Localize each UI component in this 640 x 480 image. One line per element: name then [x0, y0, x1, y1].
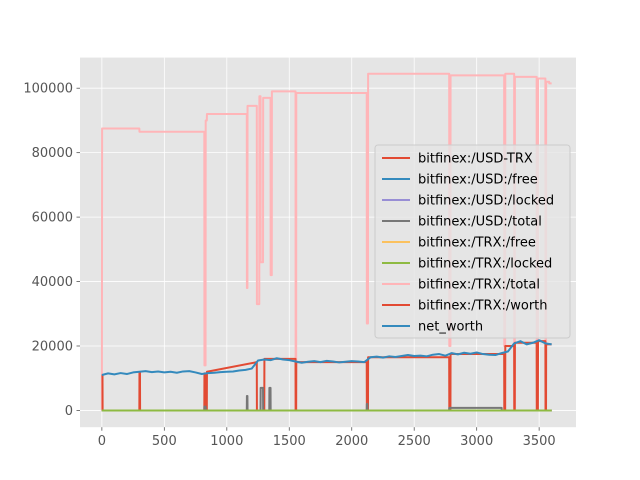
legend-entry: bitfinex:/USD:/free	[418, 173, 538, 188]
legend-entry: bitfinex:/USD:/locked	[418, 194, 554, 209]
x-tick-label: 2500	[398, 434, 431, 449]
y-tick-label: 20000	[32, 339, 73, 354]
legend-entry: bitfinex:/USD:/total	[418, 215, 542, 230]
x-tick-label: 2000	[335, 434, 368, 449]
y-tick-label: 0	[65, 404, 73, 419]
legend-entry: bitfinex:/TRX:/locked	[418, 257, 552, 272]
x-tick-label: 1500	[273, 434, 306, 449]
series-line-net-worth	[101, 339, 552, 376]
series-layer	[100, 72, 552, 412]
legend-entry: bitfinex:/TRX:/total	[418, 278, 540, 293]
legend-entry: bitfinex:/TRX:/worth	[418, 299, 548, 314]
y-tick-label: 40000	[32, 275, 73, 290]
y-tick-label: 100000	[23, 82, 73, 97]
x-tick-label: 3000	[460, 434, 493, 449]
legend-entry: bitfinex:/USD-TRX	[418, 152, 533, 167]
legend-entry: bitfinex:/TRX:/free	[418, 236, 536, 251]
x-tick-label: 500	[152, 434, 177, 449]
legend: bitfinex:/USD-TRX bitfinex:/USD:/free bitf…	[374, 144, 571, 339]
x-tick-label: 0	[98, 434, 106, 449]
ticks: 0 500 1000 1500 2000 2500 3000 3500 0 20000 40000 6…	[23, 82, 555, 449]
legend-entry: net_worth	[418, 320, 483, 335]
y-tick-label: 80000	[32, 146, 73, 161]
y-tick-label: 60000	[32, 211, 73, 226]
x-tick-label: 3500	[523, 434, 556, 449]
legend-box	[374, 144, 571, 339]
x-tick-label: 1000	[210, 434, 243, 449]
